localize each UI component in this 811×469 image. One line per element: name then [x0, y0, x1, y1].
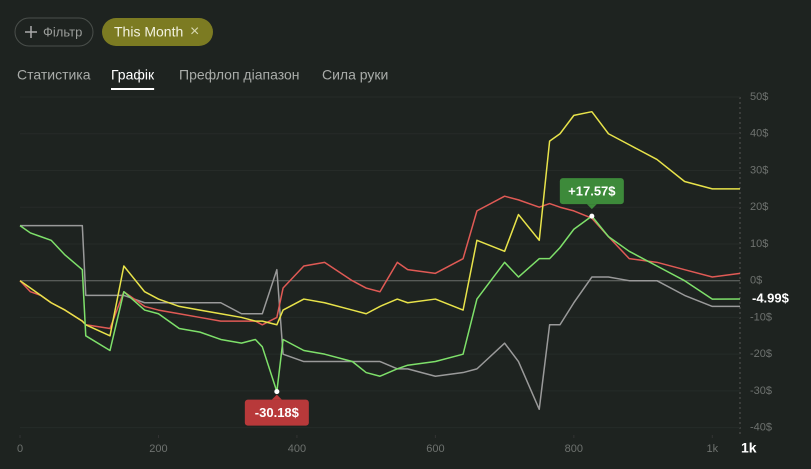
end-value-label: -4.99$: [752, 290, 790, 305]
annotation-point: [589, 213, 595, 219]
x-tick-label: 600: [426, 443, 444, 455]
x-tick-label: 400: [288, 443, 306, 455]
chip-close[interactable]: ×: [190, 23, 199, 40]
annotation-label: +17.57$: [568, 184, 616, 199]
series-line: [20, 224, 740, 411]
y-tick-label: 40$: [750, 128, 768, 140]
series-line: [19, 215, 741, 393]
y-tick-label: -20$: [750, 348, 772, 360]
y-tick-label: 30$: [750, 164, 768, 176]
x-tick-label: 800: [565, 443, 583, 455]
month-chip[interactable]: This Month ×: [102, 18, 213, 46]
series-line: [19, 110, 740, 337]
y-tick-label: 10$: [750, 238, 768, 250]
series-line: [19, 195, 741, 330]
tab[interactable]: Префлоп діапазон: [179, 67, 299, 83]
filter-button[interactable]: Фільтр: [14, 17, 94, 47]
tab[interactable]: Графік: [111, 67, 155, 83]
filter-label[interactable]: Фільтр: [43, 24, 82, 39]
annotation-point: [274, 389, 280, 395]
x-tick-label: 200: [149, 443, 167, 455]
y-tick-label: 20$: [750, 201, 768, 213]
filter-button-frame[interactable]: [14, 17, 94, 47]
tab[interactable]: Сила руки: [322, 67, 388, 83]
chip-frame[interactable]: [102, 18, 213, 46]
y-tick-label: 0$: [750, 275, 762, 287]
annotation-pointer: [271, 394, 282, 400]
y-tick-label: -30$: [750, 385, 772, 397]
tab[interactable]: Статистика: [17, 67, 91, 83]
range-button[interactable]: 1k: [741, 440, 757, 456]
y-tick-label: -40$: [750, 422, 772, 434]
x-tick-label: 0: [17, 443, 23, 455]
annotation-label: -30.18$: [255, 405, 300, 420]
annotation-pointer: [586, 204, 597, 210]
y-tick-label: 50$: [750, 91, 768, 103]
annotation-box: [559, 178, 624, 205]
annotation-box: [244, 399, 309, 426]
y-tick-label: -10$: [750, 311, 772, 323]
x-tick-label: 1k: [706, 443, 718, 455]
chip-label[interactable]: This Month: [114, 24, 183, 40]
plus-icon: [25, 26, 37, 38]
tabs: Статистика Графік Префлоп діапазон Сила рук…: [17, 67, 388, 90]
